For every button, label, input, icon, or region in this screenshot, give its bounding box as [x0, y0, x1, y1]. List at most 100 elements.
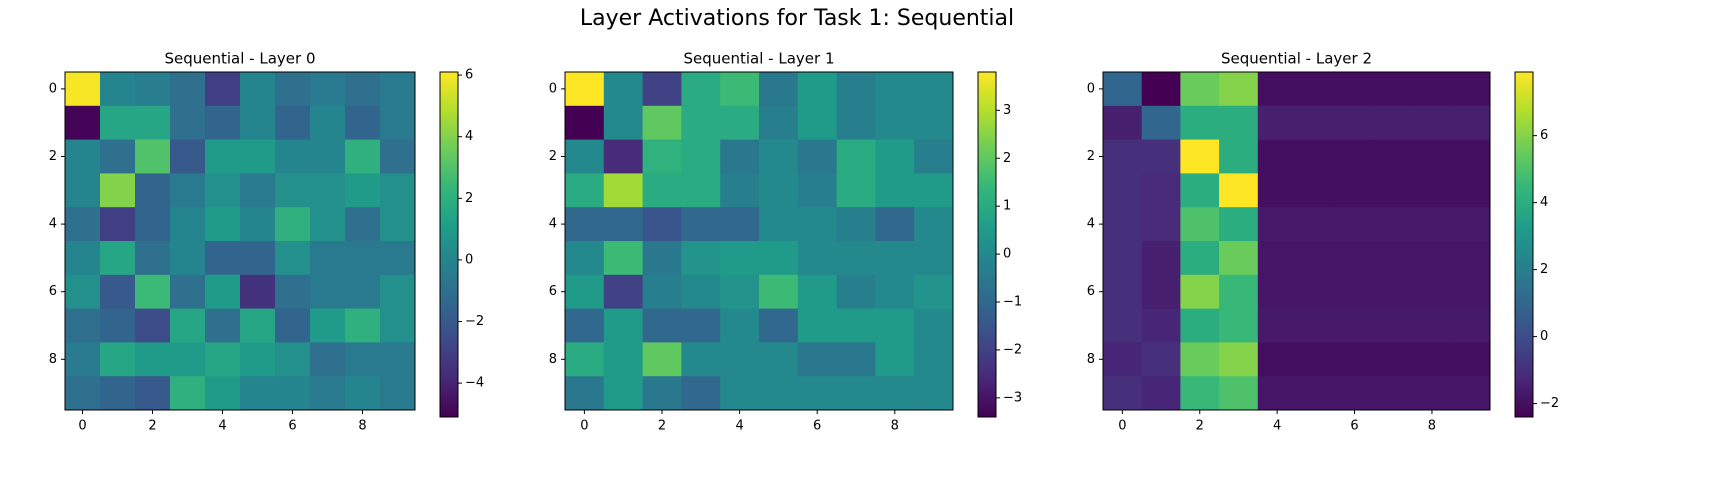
heatmap-cell — [681, 376, 721, 411]
heatmap-cell — [310, 241, 346, 276]
heatmap-cell — [310, 376, 346, 411]
heatmap-cell — [565, 207, 605, 242]
heatmap-cell — [914, 376, 954, 411]
heatmap-cell — [1257, 342, 1297, 377]
heatmap-cell — [240, 173, 276, 208]
heatmap-cell — [1335, 274, 1375, 310]
heatmap-cell — [345, 241, 381, 276]
heatmap-cell — [65, 274, 101, 310]
heatmap-cell — [380, 105, 416, 141]
heatmap-cell — [759, 207, 799, 242]
heatmap-cell — [914, 308, 954, 343]
heatmap-cell — [1103, 105, 1143, 141]
heatmap-cell — [1451, 308, 1491, 343]
heatmap-cell — [380, 342, 416, 377]
panel-title: Sequential - Layer 1 — [683, 50, 834, 68]
heatmap-cell — [836, 376, 876, 411]
x-tick-label: 8 — [358, 419, 366, 434]
heatmap-cell — [135, 139, 171, 174]
heatmap-cell — [310, 173, 346, 208]
heatmap-cell — [345, 274, 381, 310]
heatmap-cell — [642, 207, 682, 242]
heatmap-cell — [1373, 139, 1414, 174]
heatmap-cell — [720, 308, 760, 343]
heatmap-cell — [797, 308, 838, 343]
heatmap-cell — [135, 207, 171, 242]
heatmap-cell — [1451, 173, 1491, 208]
colorbar-tick-label: −3 — [1003, 390, 1022, 405]
y-tick-label: 2 — [1087, 149, 1095, 164]
heatmap-cell — [240, 308, 276, 343]
heatmap-cell — [1141, 139, 1181, 174]
heatmap-cell — [1335, 139, 1375, 174]
heatmap-cell — [1141, 105, 1181, 141]
y-tick-label: 0 — [1087, 81, 1095, 96]
heatmap-cell — [240, 342, 276, 377]
heatmap-cell — [603, 173, 644, 208]
panel-title: Sequential - Layer 2 — [1221, 50, 1372, 68]
heatmap-cell — [565, 342, 605, 377]
heatmap-cell — [1335, 72, 1375, 107]
heatmap-cell — [135, 342, 171, 377]
y-tick-label: 6 — [549, 284, 557, 299]
heatmap-cell — [1257, 139, 1297, 174]
heatmap-cell — [759, 139, 799, 174]
heatmap-cell — [65, 207, 101, 242]
heatmap-cell — [797, 376, 838, 411]
heatmap-cell — [1257, 308, 1297, 343]
colorbar-tick-label: −4 — [465, 376, 484, 391]
heatmap-cell — [65, 308, 101, 343]
heatmap-cell — [380, 308, 416, 343]
heatmap-cell — [345, 173, 381, 208]
heatmap-cell — [1257, 274, 1297, 310]
heatmap-cell — [914, 72, 954, 107]
heatmap-cell — [240, 139, 276, 174]
heatmap-cell — [797, 139, 838, 174]
heatmap-cell — [240, 274, 276, 310]
heatmap-cell — [565, 274, 605, 310]
axes-frame — [564, 71, 954, 411]
heatmap-cell — [1257, 241, 1297, 276]
colorbar-tick-label: −2 — [1540, 396, 1559, 411]
heatmap-cell — [681, 105, 721, 141]
colorbar-tick-label: −2 — [1003, 342, 1022, 357]
heatmap-cell — [1335, 376, 1375, 411]
y-tick-label: 4 — [549, 217, 557, 232]
heatmap-cell — [170, 173, 206, 208]
heatmap-cell — [205, 139, 241, 174]
heatmap-cell — [135, 274, 171, 310]
x-tick-label: 4 — [1273, 419, 1281, 434]
heatmap-cell — [642, 173, 682, 208]
heatmap-cell — [681, 139, 721, 174]
heatmap-cell — [681, 342, 721, 377]
x-tick-label: 8 — [1428, 419, 1436, 434]
heatmap-cell — [836, 72, 876, 107]
heatmap-cell — [205, 105, 241, 141]
heatmap-cell — [1180, 72, 1220, 107]
heatmap-cell — [759, 308, 799, 343]
heatmap-cell — [275, 173, 311, 208]
heatmap-cell — [565, 173, 605, 208]
heatmap-cell — [275, 72, 311, 107]
colorbar-tick-label: 6 — [1540, 128, 1548, 143]
colorbar-tick-label: 4 — [1540, 195, 1548, 210]
y-tick-label: 8 — [549, 352, 557, 367]
heatmap-cell — [1219, 376, 1259, 411]
heatmap-cell — [720, 173, 760, 208]
heatmap-cell — [565, 308, 605, 343]
x-tick-label: 6 — [813, 419, 821, 434]
heatmap-cell — [65, 241, 101, 276]
heatmap-cell — [797, 241, 838, 276]
heatmap-cell — [1180, 173, 1220, 208]
heatmap-cell — [642, 241, 682, 276]
heatmap-cell — [1296, 376, 1336, 411]
heatmap-cell — [759, 105, 799, 141]
heatmap-cell — [642, 376, 682, 411]
heatmap-cell — [205, 241, 241, 276]
x-tick-label: 4 — [735, 419, 743, 434]
heatmap-cell — [836, 139, 876, 174]
heatmap-cell — [1451, 139, 1491, 174]
heatmap-cell — [1412, 139, 1452, 174]
heatmap-cell — [170, 376, 206, 411]
heatmap-cell — [1412, 72, 1452, 107]
